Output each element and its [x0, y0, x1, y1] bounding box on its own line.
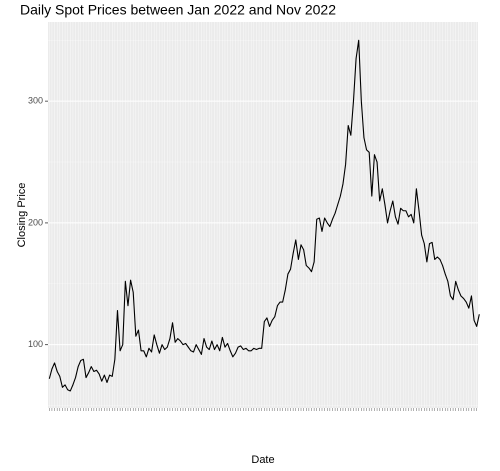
y-axis-title: Closing Price	[16, 183, 28, 248]
x-axis-title: Date	[251, 454, 274, 466]
plot-panel	[48, 22, 478, 408]
y-tick-label: 100	[28, 339, 43, 349]
y-tick-label: 200	[28, 217, 43, 227]
price-line	[48, 39, 480, 392]
y-tick-label: 300	[28, 96, 43, 106]
chart-title: Daily Spot Prices between Jan 2022 and N…	[20, 2, 336, 18]
